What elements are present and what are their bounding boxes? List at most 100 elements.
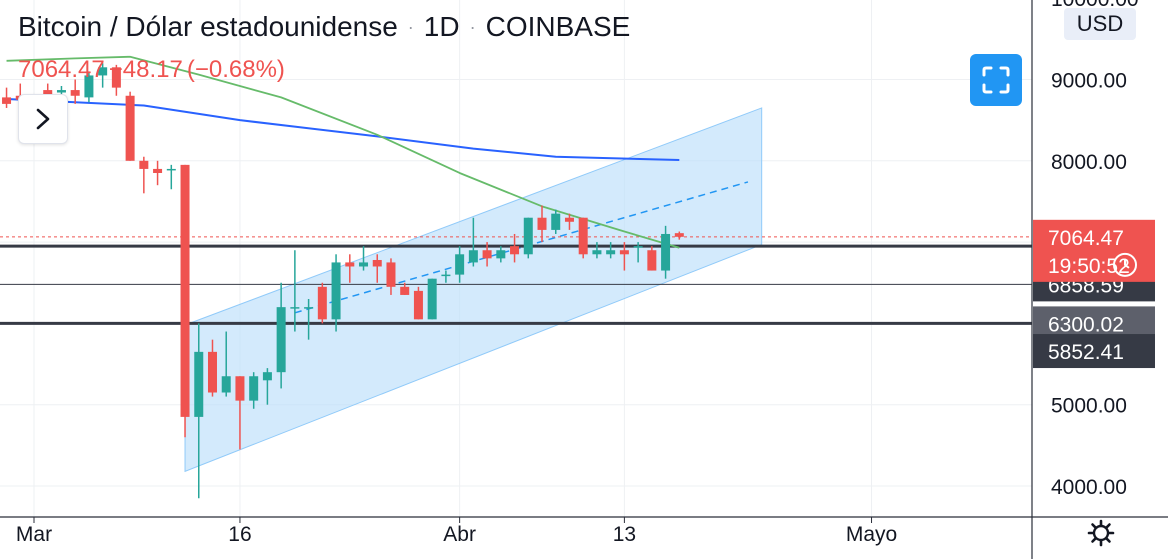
x-tick-label: Mayo bbox=[846, 523, 897, 546]
candle bbox=[221, 331, 231, 397]
candle-body bbox=[606, 250, 616, 255]
candle-body bbox=[372, 259, 382, 267]
candle bbox=[400, 282, 410, 295]
candle-body bbox=[166, 168, 176, 171]
candle bbox=[2, 87, 12, 108]
candle bbox=[180, 164, 190, 438]
candle-body bbox=[43, 90, 53, 96]
candle-body bbox=[427, 278, 437, 320]
exchange-label: COINBASE bbox=[485, 11, 631, 42]
candle-body bbox=[84, 75, 94, 98]
candle-body bbox=[578, 217, 588, 255]
candle bbox=[455, 246, 465, 283]
price-label-bg bbox=[1033, 334, 1155, 369]
candle bbox=[537, 205, 547, 243]
candle-body bbox=[139, 160, 149, 169]
candle-body bbox=[359, 262, 369, 267]
candle-body bbox=[304, 307, 314, 309]
x-tick-label: Mar bbox=[16, 523, 52, 546]
y-tick-label: 9000.00 bbox=[1051, 70, 1127, 93]
candle-body bbox=[56, 90, 66, 93]
candle-body bbox=[564, 217, 574, 222]
candle bbox=[372, 254, 382, 283]
candle-body bbox=[386, 262, 396, 287]
candle bbox=[235, 376, 245, 450]
y-tick-label: 10000.00 bbox=[1051, 0, 1139, 11]
candle bbox=[633, 242, 643, 263]
candle-body bbox=[194, 351, 204, 417]
candle-body bbox=[235, 376, 245, 401]
candle bbox=[647, 246, 657, 271]
price-label: 5852.41 bbox=[1048, 341, 1124, 364]
candle-body bbox=[674, 233, 684, 237]
candle bbox=[304, 299, 314, 340]
candle-body bbox=[290, 307, 300, 309]
candle-body bbox=[551, 213, 561, 230]
candle bbox=[70, 79, 80, 104]
candle bbox=[125, 91, 135, 161]
interval-label[interactable]: 1D bbox=[423, 11, 460, 42]
candle bbox=[592, 242, 602, 259]
y-tick-label: 4000.00 bbox=[1051, 476, 1127, 499]
expand-button[interactable] bbox=[18, 94, 68, 144]
candle bbox=[317, 282, 327, 324]
fullscreen-button[interactable] bbox=[970, 54, 1022, 106]
candle bbox=[496, 246, 506, 263]
last-price: 7064.47 bbox=[18, 56, 105, 83]
candle bbox=[98, 63, 108, 88]
candle bbox=[468, 217, 478, 267]
quote-line: 7064.47 −48.17 (−0.68%) bbox=[18, 56, 285, 84]
countdown-label: 19:50:52 bbox=[1048, 255, 1130, 278]
candle bbox=[606, 242, 616, 259]
price-change-percent: (−0.68%) bbox=[186, 56, 285, 83]
candle-body bbox=[482, 250, 492, 259]
y-tick-label: 8000.00 bbox=[1051, 151, 1127, 174]
candle-body bbox=[400, 286, 410, 295]
candle-body bbox=[633, 246, 643, 248]
candle bbox=[194, 323, 204, 499]
gear-icon bbox=[1087, 519, 1115, 547]
candle-body bbox=[661, 233, 671, 271]
candle-body bbox=[207, 351, 217, 393]
currency-button[interactable]: USD bbox=[1064, 8, 1136, 40]
x-tick-label: 13 bbox=[613, 523, 636, 546]
candle bbox=[207, 339, 217, 397]
candle bbox=[551, 209, 561, 234]
candle-body bbox=[468, 250, 478, 263]
candle bbox=[153, 160, 163, 186]
candle bbox=[262, 368, 272, 405]
candle-body bbox=[496, 250, 506, 259]
moving-average-long bbox=[6, 98, 680, 161]
candle-body bbox=[331, 262, 341, 320]
candle bbox=[290, 250, 300, 332]
candle bbox=[345, 254, 355, 283]
clock-hand bbox=[1124, 258, 1130, 269]
candle bbox=[441, 270, 451, 283]
candle-body bbox=[619, 250, 629, 255]
candle-body bbox=[221, 376, 231, 393]
candle bbox=[674, 231, 684, 240]
separator-dot: · bbox=[407, 16, 414, 37]
candle bbox=[482, 242, 492, 267]
price-change: −48.17 bbox=[108, 56, 183, 83]
candle-body bbox=[413, 290, 423, 320]
candle-body bbox=[441, 274, 451, 277]
price-label: 7064.47 bbox=[1048, 227, 1124, 250]
candle bbox=[111, 64, 121, 96]
countdown-label-bg bbox=[1033, 247, 1155, 282]
symbol-name: Bitcoin / Dólar estadounidense bbox=[18, 11, 398, 42]
candle-body bbox=[592, 250, 602, 255]
settings-button[interactable] bbox=[1084, 516, 1118, 550]
candle-body bbox=[153, 168, 163, 173]
chevron-right-icon bbox=[36, 108, 50, 130]
candle bbox=[386, 258, 396, 295]
candle-body bbox=[647, 250, 657, 271]
y-tick-label: 5000.00 bbox=[1051, 395, 1127, 418]
candle bbox=[331, 254, 341, 332]
candle bbox=[510, 233, 520, 263]
price-label: 6300.02 bbox=[1048, 313, 1124, 336]
fullscreen-icon bbox=[982, 66, 1010, 94]
channel-midline bbox=[294, 181, 749, 314]
candle-body bbox=[345, 262, 355, 267]
